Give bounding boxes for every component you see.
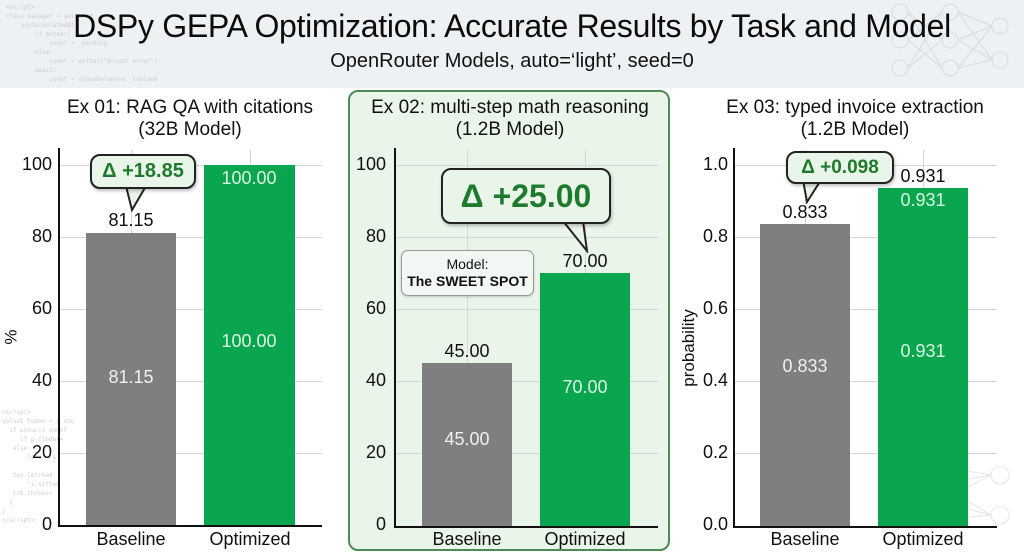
page-title: DSPy GEPA Optimization: Accurate Results…: [73, 8, 951, 44]
gridline: [735, 453, 997, 454]
gridline: [396, 381, 658, 382]
decorative-code-background: <script> solvet token = s.sou if unsuccs…: [2, 409, 75, 524]
neural-network-decoration-icon: [891, 3, 1009, 77]
bar-inner-label-optimized: 70.00: [562, 377, 608, 397]
chart-title: Ex 01: RAG QA with citations (32B Model): [40, 97, 340, 141]
delta-callout: Δ +25.00: [441, 168, 611, 224]
y-tick: 0.8: [702, 226, 728, 246]
y-tick: 60: [31, 298, 52, 318]
y-tick: 1.0: [702, 154, 728, 174]
y-tick: 80: [31, 226, 52, 246]
y-axis: [58, 148, 60, 527]
gridline: [60, 381, 322, 382]
bar-inner-label-baseline: 0.833: [782, 356, 828, 376]
gridline: [735, 237, 997, 238]
bar-baseline[interactable]: [760, 224, 850, 526]
y-tick: 0.6: [702, 298, 728, 318]
header-banner: <script> class manager = gatewaid ainter…: [0, 0, 1024, 88]
gridline: [396, 309, 658, 310]
bar-top-label-baseline: 45.00: [444, 341, 490, 361]
callout-tail: [562, 221, 589, 253]
y-tick: 40: [31, 370, 52, 390]
x-tick-baseline: Baseline: [770, 529, 840, 549]
gridline: [396, 453, 658, 454]
chart-title: Ex 03: typed invoice extraction (1.2B Mo…: [700, 97, 1010, 141]
bar-inner-label-optimized: 0.931: [900, 341, 946, 361]
decorative-code-background: <script> class manager = gatewaid ainter…: [6, 4, 158, 83]
x-axis: [394, 526, 658, 528]
bar-inner-label-baseline: 81.15: [108, 367, 154, 387]
bar-top-label-baseline: 81.15: [108, 210, 154, 230]
x-tick-optimized: Optimized: [209, 529, 291, 549]
bar-inner-label-optimized-top: 100.00: [221, 168, 277, 188]
bar-inner-label-optimized-top: 0.931: [900, 190, 946, 210]
y-tick: 20: [365, 442, 386, 462]
y-tick: 0.4: [702, 370, 728, 390]
gridline: [396, 237, 658, 238]
y-tick: 100: [355, 154, 386, 174]
x-tick-optimized: Optimized: [882, 529, 964, 549]
x-tick-optimized: Optimized: [544, 529, 626, 549]
page-subtitle: OpenRouter Models, auto=‘light’, seed=0: [330, 50, 694, 72]
bar-top-label-baseline: 0.833: [782, 202, 828, 222]
gridline: [467, 150, 468, 526]
y-axis: [394, 148, 396, 528]
y-tick: 0.0: [702, 514, 728, 534]
y-tick: 40: [365, 370, 386, 390]
y-tick: 100: [21, 154, 52, 174]
callout-tail: [125, 186, 147, 212]
chart-title-line2: (32B Model): [138, 119, 242, 140]
y-tick: 0: [375, 514, 386, 534]
gridline: [735, 309, 997, 310]
y-tick: 60: [365, 298, 386, 318]
gridline: [735, 381, 997, 382]
y-tick: 20: [31, 442, 52, 462]
bar-top-label-optimized: 0.931: [900, 166, 946, 186]
x-tick-baseline: Baseline: [96, 529, 166, 549]
x-axis: [58, 525, 322, 527]
bar-optimized[interactable]: [204, 165, 295, 525]
chart-title-line2: (1.2B Model): [455, 119, 565, 140]
x-axis: [733, 526, 997, 528]
y-axis: [733, 148, 735, 528]
chart-title-line2: (1.2B Model): [800, 119, 910, 140]
chart-title-line1: Ex 03: typed invoice extraction: [726, 97, 984, 118]
gridline: [60, 309, 322, 310]
delta-callout: Δ +18.85: [90, 154, 196, 189]
bar-optimized[interactable]: [878, 188, 968, 526]
y-tick: 80: [365, 226, 386, 246]
note-line1: Model:: [446, 256, 489, 272]
gridline: [60, 453, 322, 454]
y-tick: 0: [41, 514, 52, 534]
bar-inner-label-baseline: 45.00: [444, 429, 490, 449]
bar-baseline[interactable]: [422, 363, 512, 526]
y-axis-label: probability: [678, 309, 698, 387]
chart-title-line1: Ex 01: RAG QA with citations: [66, 97, 314, 118]
bar-inner-label-optimized: 100.00: [221, 331, 277, 351]
note-line2: The SWEET SPOT: [407, 273, 528, 289]
bar-optimized[interactable]: [540, 273, 630, 526]
chart-title: Ex 02: multi-step math reasoning (1.2B M…: [350, 97, 670, 141]
y-axis-label: %: [1, 329, 21, 345]
x-tick-baseline: Baseline: [432, 529, 502, 549]
y-tick: 0.2: [702, 442, 728, 462]
gridline: [60, 237, 322, 238]
bar-baseline[interactable]: [86, 233, 176, 525]
bar-top-label-optimized: 70.00: [562, 251, 608, 271]
delta-callout: Δ +0.098: [786, 151, 894, 184]
gridline: [396, 165, 658, 166]
chart-title-line1: Ex 02: multi-step math reasoning: [371, 97, 649, 118]
sweet-spot-note: Model: The SWEET SPOT: [401, 250, 534, 296]
